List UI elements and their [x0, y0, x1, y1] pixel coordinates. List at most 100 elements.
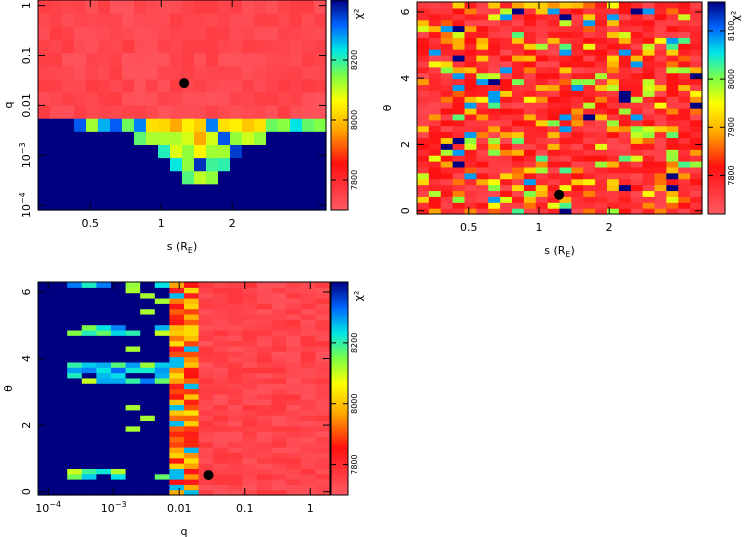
heatmap-cell: [583, 31, 596, 38]
heatmap-cell: [134, 0, 147, 14]
heatmap-cell: [300, 383, 316, 390]
heatmap-cell: [428, 184, 442, 192]
heatmap-cell: [230, 13, 243, 27]
heatmap-cell: [571, 43, 584, 50]
heatmap-cell: [125, 297, 141, 304]
heatmap-cell: [38, 404, 54, 411]
heatmap-cell: [257, 351, 273, 358]
heatmap-cell: [52, 297, 68, 304]
heatmap-cell: [630, 208, 644, 215]
heatmap-cell: [38, 292, 54, 299]
heatmap-cell: [194, 13, 207, 27]
heatmap-cell: [271, 329, 287, 336]
heatmap-cell: [286, 452, 302, 459]
heatmap-cell: [218, 0, 231, 14]
heatmap-cell: [476, 119, 489, 127]
heatmap-cell: [654, 7, 667, 15]
heatmap-cell: [38, 489, 54, 496]
heatmap-cell: [559, 208, 572, 215]
heatmap-cell: [428, 25, 442, 33]
heatmap-cell: [86, 118, 99, 132]
heatmap-cell: [278, 183, 291, 198]
heatmap-cell: [417, 166, 430, 174]
heatmap-cell: [547, 178, 561, 186]
heatmap-cell: [271, 452, 287, 459]
heatmap-cell: [38, 479, 54, 485]
heatmap-cell: [452, 78, 466, 86]
heatmap-cell: [230, 105, 243, 119]
heatmap-cell: [271, 431, 287, 438]
heatmap-cell: [559, 161, 572, 168]
heatmap-cell: [488, 178, 501, 186]
heatmap-cell: [464, 184, 477, 192]
heatmap-cell: [257, 372, 273, 379]
heatmap-cell: [194, 144, 207, 159]
heatmap-cell: [666, 60, 679, 68]
heatmap-cell: [595, 137, 608, 144]
heatmap-cell: [642, 60, 656, 68]
heatmap-cell: [583, 190, 596, 197]
heatmap-cell: [198, 441, 214, 448]
heatmap-cell: [607, 113, 620, 121]
heatmap-cell: [134, 157, 147, 172]
heatmap-cell: [417, 49, 430, 56]
heatmap-cell: [654, 49, 667, 56]
heatmap-cell: [227, 351, 243, 358]
x-tick-label: 0.5: [460, 221, 478, 234]
heatmap-cell: [547, 96, 561, 103]
heatmap-cell: [559, 37, 572, 44]
heatmap-cell: [286, 287, 302, 294]
heatmap-cell: [547, 66, 561, 74]
heatmap-cell: [227, 361, 243, 368]
y-tick-label: 0.1: [20, 47, 33, 64]
heatmap-cell: [535, 190, 549, 197]
heatmap-cell: [111, 441, 127, 448]
heatmap-cell: [38, 329, 54, 336]
heatmap-cell: [140, 388, 156, 395]
heatmap-cell: [523, 43, 537, 50]
heatmap-cell: [218, 39, 231, 54]
heatmap-cell: [571, 202, 584, 209]
heatmap-cell: [535, 119, 549, 127]
heatmap-cell: [607, 84, 620, 91]
heatmap-cell: [198, 367, 214, 374]
heatmap-cell: [654, 19, 667, 27]
heatmap-cell: [125, 361, 141, 368]
colorbar-label: χ²: [352, 9, 365, 20]
y-tick-label: 6: [399, 8, 412, 15]
heatmap-cell: [417, 202, 430, 209]
heatmap-cell: [642, 90, 656, 97]
heatmap-cell: [488, 55, 501, 62]
heatmap-cell: [417, 37, 430, 44]
heatmap-cell: [125, 282, 141, 288]
heatmap-cell: [440, 90, 454, 97]
heatmap-cell: [417, 72, 430, 80]
heatmap-cell: [290, 170, 303, 185]
heatmap-cell: [257, 340, 273, 347]
heatmap-cell: [86, 52, 99, 67]
heatmap-cell: [213, 351, 229, 358]
heatmap-cell: [67, 297, 83, 304]
heatmap-cell: [583, 125, 596, 133]
heatmap-cell: [98, 131, 111, 145]
heatmap-cell: [440, 125, 454, 133]
heatmap-cell: [227, 415, 243, 422]
heatmap-cell: [242, 13, 255, 27]
heatmap-cell: [278, 13, 291, 27]
heatmap-cell: [257, 431, 273, 438]
heatmap-cell: [184, 372, 200, 379]
heatmap-cell: [52, 287, 68, 294]
heatmap-cell: [125, 473, 141, 480]
heatmap-cell: [96, 356, 112, 363]
heatmap-cell: [52, 282, 68, 288]
heatmap-cell: [125, 463, 141, 469]
heatmap-cell: [512, 84, 525, 91]
heatmap-cell: [227, 292, 243, 299]
heatmap-cell: [146, 39, 159, 54]
heatmap-cell: [690, 49, 703, 56]
heatmap-cell: [158, 196, 171, 211]
heatmap-cell: [96, 409, 112, 416]
heatmap-cell: [642, 78, 656, 86]
heatmap-cell: [169, 335, 185, 342]
